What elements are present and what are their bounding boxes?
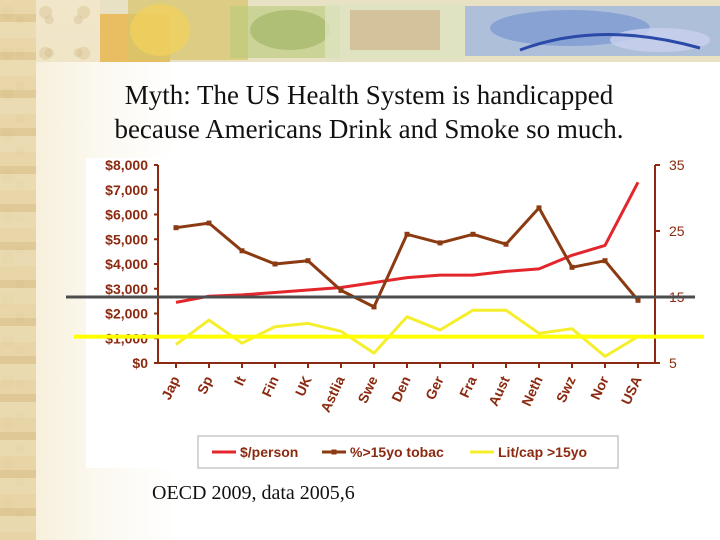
chart-legend: $/person %>15yo tobac Lit/cap >15yo bbox=[197, 435, 619, 469]
legend-box bbox=[197, 435, 619, 469]
series-marker bbox=[206, 220, 212, 226]
slide-title: Myth: The US Health System is handicappe… bbox=[36, 78, 702, 146]
decorative-banner bbox=[100, 0, 720, 62]
source-footer: OECD 2009, data 2005,6 bbox=[152, 482, 355, 504]
legend-label: %>15yo tobac bbox=[350, 444, 444, 460]
series-marker bbox=[437, 240, 443, 246]
left-tick-label: $2,000 bbox=[105, 306, 148, 322]
series-marker bbox=[536, 205, 542, 211]
title-line-2: because Americans Drink and Smoke so muc… bbox=[114, 114, 624, 144]
series-marker bbox=[173, 225, 179, 231]
series-marker bbox=[404, 231, 410, 237]
x-tick-label: Den bbox=[388, 374, 414, 405]
series-marker bbox=[635, 297, 641, 303]
x-tick-label: USA bbox=[618, 374, 645, 408]
series-marker bbox=[371, 304, 377, 310]
series-marker bbox=[239, 248, 245, 254]
series-marker bbox=[272, 261, 278, 267]
left-tick-label: $5,000 bbox=[105, 231, 148, 247]
chart-area bbox=[86, 158, 704, 468]
x-tick-label: Neth bbox=[518, 374, 546, 409]
x-tick-label: UK bbox=[292, 374, 315, 399]
right-tick-label: 5 bbox=[669, 355, 677, 371]
right-tick-label: 25 bbox=[669, 223, 685, 239]
x-tick-label: Fin bbox=[258, 374, 281, 400]
x-tick-label: Aust bbox=[485, 373, 513, 408]
series-marker bbox=[470, 231, 476, 237]
series-marker bbox=[305, 258, 311, 264]
legend-label: $/person bbox=[240, 444, 298, 460]
title-line-1: Myth: The US Health System is handicappe… bbox=[124, 80, 614, 110]
left-tick-label: $3,000 bbox=[105, 281, 148, 297]
left-tick-label: $0 bbox=[132, 355, 148, 371]
x-tick-label: Nor bbox=[587, 373, 612, 402]
left-tick-label: $8,000 bbox=[105, 157, 148, 173]
left-tick-label: $4,000 bbox=[105, 256, 148, 272]
x-tick-label: It bbox=[231, 373, 249, 388]
series-marker bbox=[338, 287, 344, 293]
series-marker bbox=[503, 241, 509, 247]
series-line--person bbox=[175, 181, 640, 304]
x-tick-label: Swz bbox=[553, 374, 579, 405]
series-marker bbox=[602, 258, 608, 264]
legend-marker bbox=[331, 449, 337, 455]
legend-label: Lit/cap >15yo bbox=[498, 444, 587, 460]
x-tick-label: Fra bbox=[456, 373, 480, 400]
left-tick-label: $7,000 bbox=[105, 182, 148, 198]
series-marker bbox=[569, 264, 575, 270]
x-tick-label: Astlia bbox=[317, 373, 348, 415]
x-tick-label: Swe bbox=[354, 373, 380, 405]
x-tick-label: Jap bbox=[158, 374, 183, 403]
right-tick-label: 35 bbox=[669, 157, 685, 173]
x-tick-label: Ger bbox=[422, 373, 447, 402]
left-tick-label: $6,000 bbox=[105, 207, 148, 223]
x-tick-label: Sp bbox=[194, 374, 216, 397]
series-line-lit-cap-15yo bbox=[175, 308, 639, 358]
left-decorative-band bbox=[0, 0, 36, 540]
